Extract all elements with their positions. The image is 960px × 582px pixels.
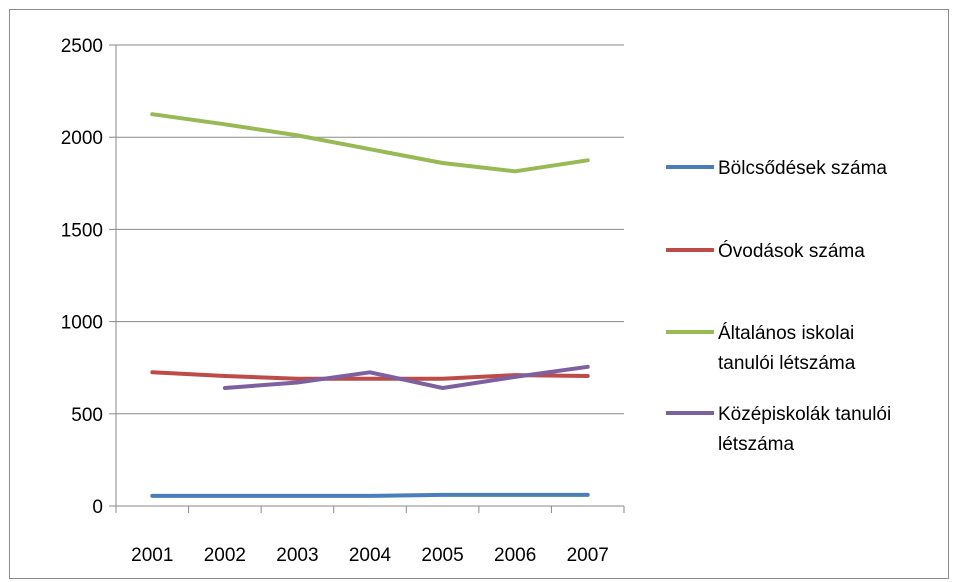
axes [109,44,625,513]
legend-label-0: Bölcsődések száma [718,158,887,179]
x-tick-labels: 2001 2002 2003 2004 2005 2006 2007 [131,545,609,566]
x-tick-label: 2004 [349,545,392,566]
y-tick-label: 0 [92,497,103,518]
series-line-2 [150,112,590,174]
legend-label-1: Óvodások száma [718,240,865,262]
legend-label-2: Általános iskolai tanulói létszáma [718,323,856,374]
x-tick-label: 2007 [567,545,609,566]
y-tick-label: 2500 [61,36,103,57]
legend-label-3: Középiskolák tanulói létszáma [718,404,891,455]
series-lines [150,112,590,498]
x-tick-label: 2002 [204,545,246,566]
x-tick-label: 2001 [131,545,173,566]
y-tick-label: 1000 [61,313,103,334]
chart-frame [9,9,949,579]
gridlines [116,44,624,415]
x-tick-label: 2003 [276,545,318,566]
y-tick-labels: 0 500 1000 1500 2000 2500 [61,36,103,518]
y-tick-label: 1500 [61,220,103,241]
x-tick-label: 2006 [494,545,536,566]
series-line-0 [150,492,590,498]
series-line-3 [222,364,590,390]
y-tick-label: 2000 [61,128,103,149]
x-tick-label: 2005 [421,545,463,566]
legend: Bölcsődések száma Óvodások száma Általános… [666,158,891,455]
y-tick-label: 500 [71,405,103,426]
